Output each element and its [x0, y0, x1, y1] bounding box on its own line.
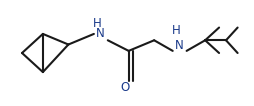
Text: H: H: [93, 17, 101, 30]
Text: N: N: [174, 39, 183, 52]
Text: O: O: [120, 81, 129, 94]
Text: H: H: [171, 24, 180, 37]
Text: N: N: [96, 27, 104, 40]
